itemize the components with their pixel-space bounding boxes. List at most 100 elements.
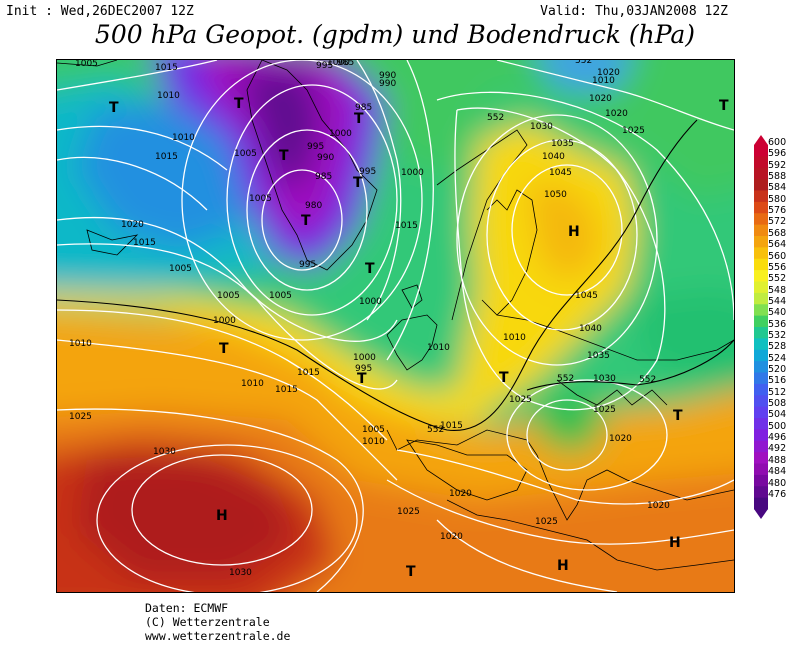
isobar-label: 1020 bbox=[440, 532, 463, 542]
low-center: T bbox=[353, 175, 363, 191]
pressure-centers: T T T T T T T T T T T T T H H H H bbox=[109, 96, 729, 580]
scale-swatch bbox=[754, 258, 768, 271]
scale-label: 516 bbox=[768, 375, 787, 387]
isobar-label: 1020 bbox=[121, 220, 144, 230]
low-center: T bbox=[354, 111, 364, 127]
scale-swatch bbox=[754, 418, 768, 430]
isobar-label: 1015 bbox=[440, 421, 463, 431]
isobar-label: 1000 bbox=[213, 316, 236, 326]
scale-label: 588 bbox=[768, 171, 787, 183]
scale-label: 496 bbox=[768, 432, 787, 444]
isobar-label: 1010 bbox=[592, 76, 615, 86]
scale-swatch bbox=[754, 167, 768, 180]
isobar-label: 1040 bbox=[579, 324, 602, 334]
isobar-label: 1040 bbox=[542, 152, 565, 162]
isobar-label: 1025 bbox=[622, 126, 645, 136]
isobar-label: 1020 bbox=[597, 68, 620, 78]
isobar-label: 1050 bbox=[544, 190, 567, 200]
isobar-label: 1015 bbox=[395, 221, 418, 231]
init-time: Init : Wed,26DEC2007 12Z bbox=[6, 4, 194, 19]
isobar-label: 1015 bbox=[133, 238, 156, 248]
isobar-label: 985 bbox=[355, 103, 372, 113]
isobar-label: 1020 bbox=[589, 94, 612, 104]
low-center: T bbox=[109, 100, 119, 116]
isobar-label: 1025 bbox=[397, 507, 420, 517]
scale-swatch bbox=[754, 281, 768, 294]
isobar-label: 1000 bbox=[359, 297, 382, 307]
scale-swatch bbox=[754, 315, 768, 328]
isobars bbox=[57, 60, 734, 592]
scale-label: 568 bbox=[768, 227, 787, 239]
low-center: T bbox=[406, 564, 416, 580]
scale-label: 572 bbox=[768, 216, 787, 228]
isobar-label: 1010 bbox=[241, 379, 264, 389]
scale-label: 528 bbox=[768, 341, 787, 353]
isobar-label: 1025 bbox=[593, 405, 616, 415]
scale-swatch bbox=[754, 452, 768, 464]
scale-swatch bbox=[754, 383, 768, 396]
scale-label: 580 bbox=[768, 193, 787, 205]
scale-swatch bbox=[754, 145, 768, 157]
isobar-label: 1005 bbox=[234, 149, 257, 159]
valid-time: Valid: Thu,03JAN2008 12Z bbox=[540, 4, 728, 19]
scale-swatch bbox=[754, 201, 768, 214]
scale-swatch bbox=[754, 463, 768, 476]
low-center: T bbox=[219, 341, 229, 357]
geopotential-field bbox=[57, 60, 734, 592]
weather-map: 1005 1015 1010 1010 1015 1005 1020 1015 … bbox=[56, 59, 735, 593]
scale-label: 476 bbox=[768, 488, 787, 500]
isobar-label: 1025 bbox=[69, 412, 92, 422]
scale-label: 548 bbox=[768, 284, 787, 296]
low-center: T bbox=[234, 96, 244, 112]
geopot-label: 552 bbox=[575, 59, 592, 66]
low-center: T bbox=[279, 148, 289, 164]
scale-swatch bbox=[754, 338, 768, 351]
low-center: T bbox=[499, 370, 509, 386]
isobar-label: 1015 bbox=[275, 385, 298, 395]
color-scale-bar bbox=[754, 135, 768, 519]
scale-label: 552 bbox=[768, 273, 787, 285]
scale-label: 520 bbox=[768, 364, 787, 375]
isobar-label: 1005 bbox=[169, 264, 192, 274]
credit-copyright: (C) Wetterzentrale bbox=[145, 615, 270, 629]
isobar-label: 990 bbox=[379, 71, 396, 81]
isobar-label: 990 bbox=[379, 79, 396, 89]
low-center: T bbox=[357, 371, 367, 387]
isobar-label: 985 bbox=[337, 59, 354, 68]
isobar-label: 1010 bbox=[362, 437, 385, 447]
scale-swatch bbox=[754, 429, 768, 442]
scale-swatch bbox=[754, 179, 768, 191]
isobar-label: 990 bbox=[317, 153, 334, 163]
isobar-label: 1025 bbox=[509, 395, 532, 405]
low-center: T bbox=[719, 98, 729, 114]
isobar-label: 1015 bbox=[155, 63, 178, 73]
scale-swatch bbox=[754, 497, 768, 510]
scale-label: 512 bbox=[768, 386, 787, 398]
scale-label: 492 bbox=[768, 443, 787, 455]
isobar-label: 1010 bbox=[172, 133, 195, 143]
isobar-label: 1010 bbox=[503, 333, 526, 343]
scale-swatch bbox=[754, 372, 768, 385]
geopot-contours bbox=[57, 119, 734, 431]
isobar-label: 1025 bbox=[535, 517, 558, 527]
isobar-label: 995 bbox=[299, 260, 316, 270]
scale-label: 536 bbox=[768, 318, 787, 330]
scale-label: 484 bbox=[768, 466, 787, 478]
scale-label: 556 bbox=[768, 261, 787, 273]
isobar-label: 1000 bbox=[327, 59, 350, 68]
isobar-label: 1015 bbox=[297, 368, 320, 378]
geopot-label: 552 bbox=[487, 113, 504, 123]
geopot-label: 552 bbox=[639, 375, 656, 385]
scale-label: 488 bbox=[768, 454, 787, 466]
isobar-label: 995 bbox=[359, 167, 376, 177]
isobar-label: 1020 bbox=[605, 109, 628, 119]
map-title: 500 hPa Geopot. (gpdm) und Bodendruck (h… bbox=[94, 20, 696, 49]
geopot-label: 552 bbox=[427, 425, 444, 435]
scale-label: 508 bbox=[768, 398, 787, 410]
scale-swatch bbox=[754, 292, 768, 305]
scale-swatch bbox=[754, 349, 768, 362]
isobar-label: 995 bbox=[307, 142, 324, 152]
isobar-label: 1045 bbox=[575, 291, 598, 301]
isobar-label: 1020 bbox=[449, 489, 472, 499]
scale-label: 592 bbox=[768, 159, 787, 171]
